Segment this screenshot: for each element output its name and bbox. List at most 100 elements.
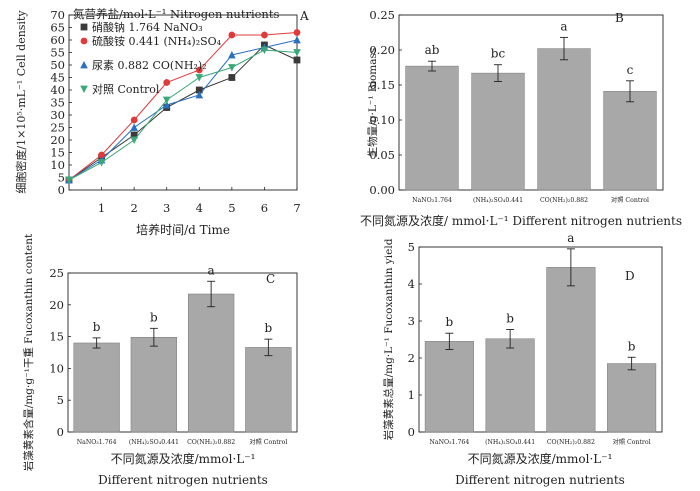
- panel-a-ytick-label: 0: [58, 183, 65, 197]
- panel-d-sig-label: b: [628, 339, 636, 353]
- panel-c-bar: [245, 347, 292, 433]
- panel-d-category-label: NaNO₃1.764: [429, 439, 469, 446]
- panel-a-panel-letter: A: [299, 9, 309, 23]
- panel-c-bar: [73, 342, 120, 433]
- panel-a-point: [228, 51, 236, 59]
- panel-d-ytick-label: 3: [408, 314, 415, 328]
- panel-a-point: [293, 36, 301, 44]
- panel-c-sig-label: b: [150, 310, 158, 324]
- panel-a-ytick-label: 70: [50, 8, 65, 22]
- panel-d-ytick-label: 2: [408, 351, 415, 365]
- panel-c-xlabel: 不同氮源及浓度/mmol·L⁻¹: [111, 451, 256, 466]
- panel-b-bar: [603, 91, 657, 191]
- panel-b-ytick-label: 0.25: [369, 8, 395, 22]
- panel-a-point: [162, 96, 171, 104]
- panel-c-bar: [187, 293, 235, 433]
- panel-a-series-line: [68, 32, 298, 181]
- panel-a-point: [293, 56, 301, 64]
- panel-c-ytick-label: 10: [49, 361, 64, 375]
- panel-c-panel-letter: C: [266, 272, 275, 286]
- panel-a-point: [293, 49, 301, 57]
- panel-c-category-label: 对照 Control: [249, 438, 287, 446]
- panel-d-category-label: 对照 Control: [613, 438, 651, 446]
- panel-c-sig-label: b: [265, 321, 273, 335]
- panel-d-ytick-label: 1: [408, 388, 415, 402]
- panel-d-bar: [424, 341, 474, 433]
- panel-d-xlabel: 不同氮源及浓度/mmol·L⁻¹: [468, 451, 613, 466]
- panel-d-xlabel: Different nitrogen nutrients: [455, 473, 625, 487]
- panel-a-point: [195, 66, 203, 74]
- panel-c-ylabel: 岩藻黄素含量/mg·g⁻¹干重 Fucoxanthin content: [22, 233, 35, 471]
- panel-b-xlabel: 不同氮源及浓度/ mmol·L⁻¹ Different nitrogen nut…: [360, 213, 682, 228]
- panel-a-point: [260, 46, 269, 54]
- panel-c-category-label: (NH₄)₂SO₄0.441: [129, 439, 179, 446]
- panel-b-ytick-label: 0.15: [369, 78, 395, 92]
- panel-d-bar: [485, 338, 535, 433]
- panel-a-legend-title: 氮营养盐/mol·L⁻¹ Nitrogen nutrients: [73, 7, 279, 21]
- panel-a-xtick-label: 4: [196, 201, 203, 215]
- panel-a-ytick-label: 10: [50, 158, 65, 172]
- panel-a-series-line: [68, 39, 298, 181]
- panel-d-bar: [546, 267, 596, 433]
- panel-a-ylabel: 细胞密度/1×10⁵·mL⁻¹ Cell density: [14, 10, 28, 194]
- panel-a-xlabel: 培养时间/d Time: [136, 222, 230, 237]
- panel-a-ytick-label: 5: [58, 171, 65, 185]
- panel-b-sig-label: c: [627, 63, 634, 77]
- panel-a-legend-entry: 硫酸铵 0.441 (NH₄)₂SO₄: [92, 34, 222, 48]
- panel-c: 0 5 10 15 20 25 b NaNO₃1.764 b (NH₄)₂SO₄0.441 a CO(…: [22, 233, 298, 487]
- panel-a-point: [98, 151, 105, 159]
- panel-c-frame: [67, 272, 298, 433]
- panel-b-sig-label: ab: [425, 43, 440, 57]
- panel-b-sig-label: a: [560, 19, 567, 33]
- panel-a-xtick-label: 3: [163, 201, 170, 215]
- panel-a-point: [228, 74, 236, 81]
- panel-c-ytick-label: 25: [49, 266, 64, 280]
- panel-a-xtick-label: 5: [228, 201, 235, 215]
- panel-d-category-label: (NH₄)₂SO₄0.441: [485, 439, 535, 446]
- panel-a-ytick-label: 15: [50, 146, 65, 160]
- panel-a-point: [261, 31, 268, 39]
- panel-a-ytick-label: 65: [50, 21, 65, 35]
- panel-d-frame: [418, 246, 663, 433]
- panel-b-panel-letter: B: [615, 11, 624, 25]
- panel-c-sig-label: b: [93, 320, 101, 334]
- panel-a-point: [162, 101, 171, 109]
- panel-b-bar: [537, 48, 591, 191]
- panel-a-ytick-label: 45: [50, 71, 65, 85]
- panel-a-xtick-label: 6: [261, 201, 268, 215]
- panel-c-category-label: NaNO₃1.764: [77, 439, 117, 446]
- panel-d-ylabel: 岩藻黄素总量/mg·L⁻¹ Fucoxanthin yield: [382, 238, 395, 440]
- panel-a-point: [80, 37, 88, 45]
- panel-c-ytick-label: 5: [57, 393, 64, 407]
- panel-b-category-label: 对照 Control: [611, 196, 649, 204]
- panel-a-point: [228, 64, 236, 72]
- panel-a-point: [80, 85, 88, 93]
- panel-a-xtick-label: 7: [293, 201, 300, 215]
- panel-a-point: [65, 176, 73, 184]
- panel-a-point: [97, 159, 106, 167]
- panel-b-sig-label: bc: [491, 47, 506, 61]
- panel-a-ytick-label: 60: [50, 33, 65, 47]
- panel-a-point: [293, 29, 301, 36]
- panel-b-category-label: (NH₄)₂SO₄0.441: [473, 197, 523, 204]
- panel-a-point: [130, 116, 138, 124]
- panel-a-ytick-label: 55: [50, 46, 65, 60]
- panel-a-legend-entry: 对照 Control: [92, 82, 160, 96]
- panel-c-ytick-label: 0: [57, 425, 64, 439]
- panel-d-sig-label: b: [506, 312, 514, 326]
- panel-b-category-label: CO(NH₂)₂0.882: [540, 197, 588, 204]
- panel-a-xtick-label: 1: [98, 201, 105, 215]
- panel-b-category-label: NaNO₃1.764: [412, 197, 452, 204]
- panel-a-ytick-label: 35: [50, 96, 65, 110]
- panel-b-bar: [471, 72, 525, 191]
- panel-d: 0 1 2 3 4 5 b NaNO₃1.764 b (NH₄)₂SO₄0.441 a CO(NH₂)…: [382, 231, 663, 487]
- panel-c-sig-label: a: [208, 263, 215, 277]
- panel-c-ytick-label: 15: [49, 330, 64, 344]
- panel-a-point: [130, 123, 138, 131]
- panel-a-point: [163, 79, 171, 86]
- panel-a-point: [130, 136, 138, 144]
- panel-b-ytick-label: 0.20: [369, 43, 395, 57]
- panel-d-ytick-label: 0: [408, 425, 415, 439]
- panel-a-ytick-label: 40: [50, 83, 65, 97]
